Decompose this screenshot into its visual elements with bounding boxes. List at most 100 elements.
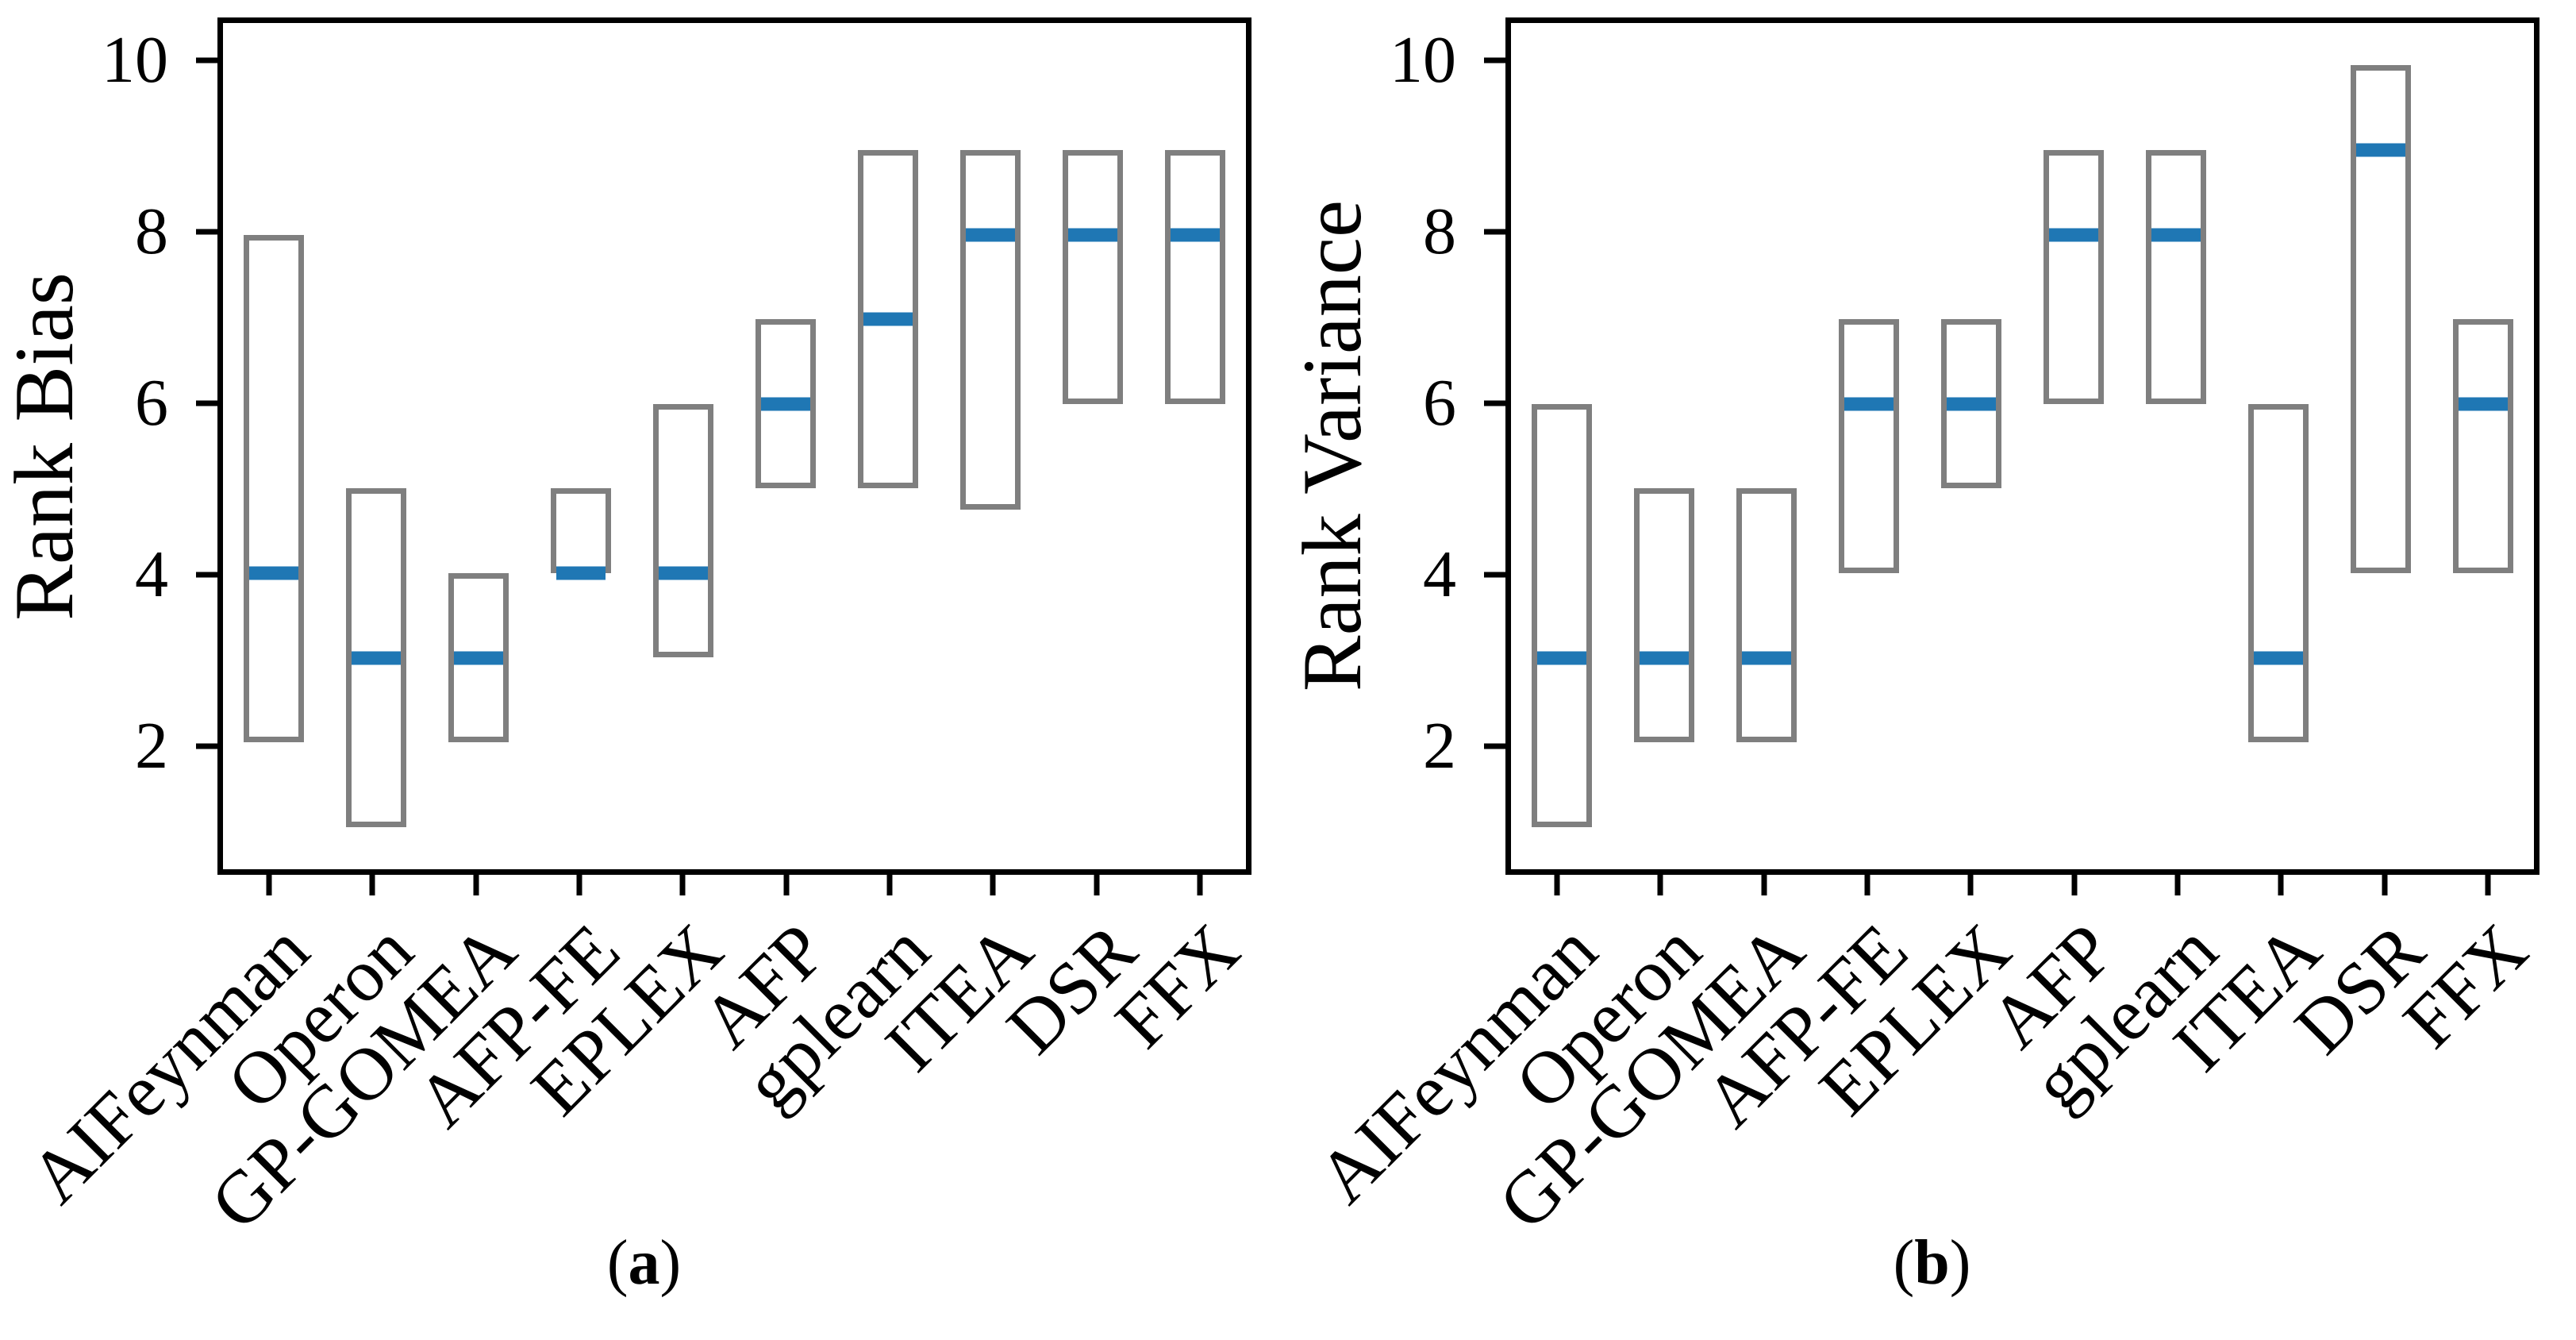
quantile-range-box (2247, 403, 2309, 743)
quantile-range-box (857, 149, 918, 489)
x-tick-label: FFX (1100, 908, 1255, 1064)
y-tick (1484, 57, 1505, 64)
quantile-range-box (1062, 149, 1123, 404)
y-tick (1484, 229, 1505, 235)
y-axis-label: Rank Variance (1286, 200, 1378, 692)
y-tick-label: 2 (135, 709, 168, 783)
quantile-range-box (551, 488, 612, 573)
median-line (1170, 228, 1220, 241)
x-tick-label: FFX (2388, 908, 2543, 1064)
median-line (760, 397, 810, 411)
y-tick-label: 4 (135, 537, 168, 611)
quantile-range-box (1532, 403, 1593, 827)
median-line (659, 566, 709, 580)
y-tick (1484, 743, 1505, 749)
x-tick (1197, 875, 1203, 895)
median-line (556, 566, 606, 580)
median-line (1640, 651, 1690, 664)
quantile-range-box (2452, 319, 2513, 573)
x-tick (2278, 875, 2284, 895)
y-axis-label: Rank Bias (0, 271, 90, 621)
figure-panel-a: Rank Bias 2 4 6 8 10 AIFeynman Operon GP-GOMEA… (0, 17, 1288, 1340)
y-tick-label: 8 (1423, 194, 1456, 268)
y-tick (196, 743, 217, 749)
y-tick (196, 572, 217, 578)
x-axis: AIFeynman Operon GP-GOMEA AFP-FE EPLEX AFP gpl… (14, 875, 1255, 1246)
x-tick (473, 875, 479, 895)
x-tick (679, 875, 686, 895)
x-tick (1094, 875, 1100, 895)
chart-area-b: Rank Variance 2 4 6 8 10 (1286, 17, 2576, 875)
quantile-range-box (653, 403, 714, 658)
quantile-range-box (346, 488, 407, 827)
x-tick (2174, 875, 2181, 895)
x-tick (1967, 875, 1974, 895)
quantile-range-box (2145, 149, 2206, 404)
quantile-range-box (1634, 488, 1695, 743)
median-line (2151, 228, 2201, 241)
quantile-range-box (448, 572, 509, 743)
y-tick-label: 4 (1423, 537, 1456, 611)
quantile-range-box (1839, 319, 1900, 573)
median-line (1844, 397, 1894, 411)
caption-paren-close: ) (1949, 1228, 1971, 1298)
x-tick (990, 875, 996, 895)
median-line (454, 651, 504, 664)
x-tick (2382, 875, 2388, 895)
x-axis-row: AIFeynman Operon GP-GOMEA AFP-FE EPLEX AFP gpl… (1288, 875, 2576, 1246)
chart-area-a: Rank Bias 2 4 6 8 10 (0, 17, 1288, 875)
y-axis: 2 4 6 8 10 (89, 17, 217, 875)
y-tick-label: 10 (102, 23, 168, 97)
x-tick (576, 875, 582, 895)
caption-letter: b (1914, 1228, 1950, 1298)
median-line (2253, 651, 2303, 664)
x-tick (1761, 875, 1767, 895)
median-line (2355, 143, 2405, 157)
median-line (1742, 651, 1792, 664)
x-tick (369, 875, 375, 895)
y-tick (196, 57, 217, 64)
figure-caption: (a) (0, 1224, 1288, 1340)
caption-letter: a (628, 1228, 660, 1298)
plot-area (217, 17, 1251, 875)
median-line (1537, 651, 1587, 664)
y-axis: 2 4 6 8 10 (1377, 17, 1505, 875)
median-line (2458, 397, 2508, 411)
caption-paren-open: ( (606, 1228, 629, 1298)
quantile-range-box (1164, 149, 1225, 404)
x-axis-row: AIFeynman Operon GP-GOMEA AFP-FE EPLEX AFP gpl… (0, 875, 1288, 1246)
y-tick (1484, 572, 1505, 578)
quantile-range-box (244, 234, 305, 743)
x-tick (1554, 875, 1560, 895)
y-tick (1484, 400, 1505, 406)
x-tick (1657, 875, 1663, 895)
x-tick (1864, 875, 1870, 895)
y-tick-label: 8 (135, 194, 168, 268)
quantile-range-box (2043, 149, 2104, 404)
quantile-range-box (1736, 488, 1797, 743)
median-line (1947, 397, 1997, 411)
x-tick (783, 875, 790, 895)
y-tick-label: 6 (135, 366, 168, 440)
caption-paren-open: ( (1893, 1228, 1915, 1298)
quantile-range-box (2350, 65, 2411, 573)
median-line (2048, 228, 2098, 241)
y-tick-label: 2 (1423, 709, 1456, 783)
y-tick-label: 10 (1390, 23, 1456, 97)
quantile-range-box (755, 319, 816, 489)
y-tick (196, 400, 217, 406)
median-line (249, 566, 299, 580)
x-tick (886, 875, 893, 895)
x-tick (266, 875, 272, 895)
figure-panel-b: Rank Variance 2 4 6 8 10 AIFeynman Operon GP-G… (1286, 0, 2576, 1340)
median-line (1067, 228, 1117, 241)
x-tick (2071, 875, 2078, 895)
caption-paren-close: ) (659, 1228, 682, 1298)
quantile-range-box (959, 149, 1021, 510)
y-tick-label: 6 (1423, 366, 1456, 440)
median-line (863, 312, 913, 326)
x-axis: AIFeynman Operon GP-GOMEA AFP-FE EPLEX AFP gpl… (1302, 875, 2543, 1246)
y-axis-label-column: Rank Variance (1286, 17, 1378, 875)
x-tick (2485, 875, 2491, 895)
y-tick (196, 229, 217, 235)
